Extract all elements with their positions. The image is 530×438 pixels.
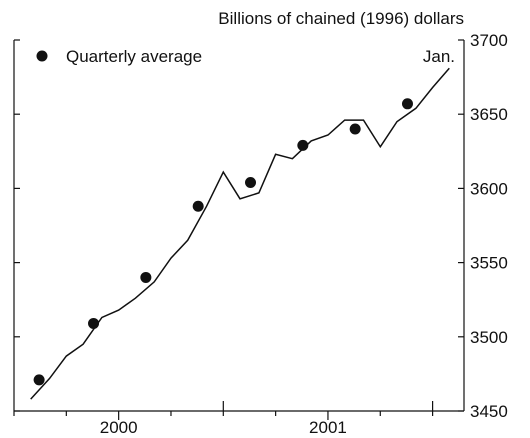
quarterly-point [33, 374, 45, 386]
y-ticks: 3450 3500 3550 3600 3650 3700 [14, 31, 508, 421]
y-tick-label: 3700 [470, 31, 508, 50]
legend-marker [36, 50, 48, 62]
x-ticks: 2000 2001 [13, 401, 434, 437]
x-tick-label: 2001 [309, 418, 347, 437]
series-points-group [33, 98, 413, 386]
quarterly-point [349, 123, 361, 135]
y-tick-label: 3450 [470, 402, 508, 421]
quarterly-point [140, 271, 152, 283]
legend: Quarterly average [36, 47, 202, 66]
quarterly-point [88, 317, 100, 329]
unit-label: Billions of chained (1996) dollars [218, 9, 464, 28]
y-tick-label: 3600 [470, 179, 508, 198]
quarterly-point [297, 139, 309, 151]
legend-label: Quarterly average [66, 47, 202, 66]
axes [13, 40, 465, 412]
monthly-line [30, 67, 450, 400]
quarterly-point [245, 176, 257, 188]
series-line-group [30, 67, 450, 400]
quarterly-point [192, 200, 204, 212]
y-tick-label: 3650 [470, 105, 508, 124]
x-tick-label: 2000 [100, 418, 138, 437]
quarterly-point [401, 98, 413, 110]
y-tick-label: 3550 [470, 254, 508, 273]
y-tick-label: 3500 [470, 328, 508, 347]
jan-annotation: Jan. [423, 47, 455, 66]
